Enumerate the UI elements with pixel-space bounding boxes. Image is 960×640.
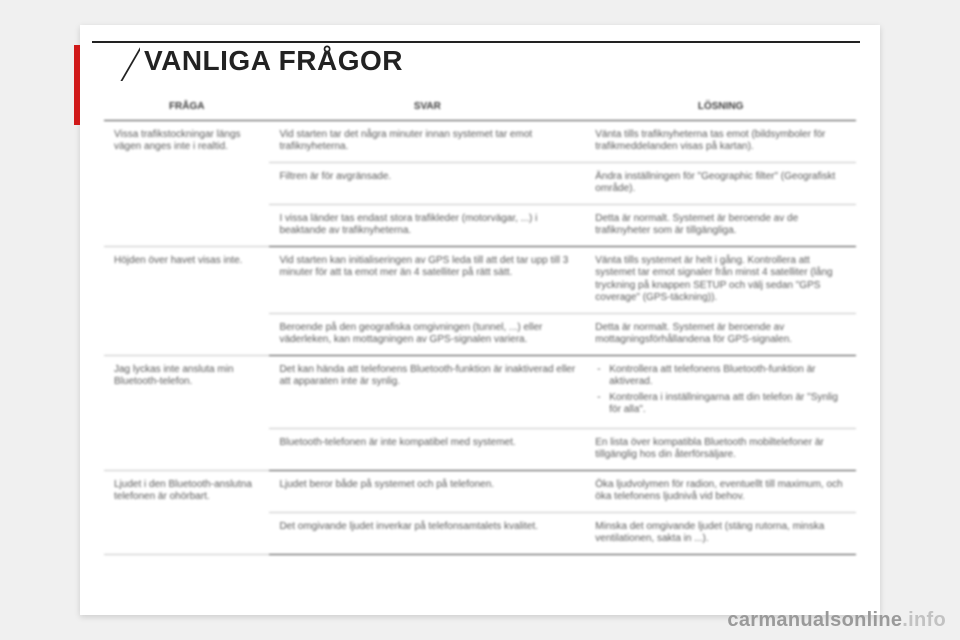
cell-answer: I vissa länder tas endast stora trafikle… (269, 204, 585, 246)
col-question: FRÅGA (104, 95, 269, 120)
cell-answer: Vid starten tar det några minuter innan … (269, 120, 585, 162)
cell-solution: Vänta tills systemet är helt i gång. Kon… (585, 246, 856, 313)
cell-question: Ljudet i den Bluetooth-anslutna telefone… (104, 470, 269, 554)
list-item: Kontrollera att telefonens Bluetooth-fun… (595, 364, 846, 389)
cell-solution: Ändra inställningen för "Geographic filt… (585, 162, 856, 204)
cell-question: Jag lyckas inte ansluta min Bluetooth-te… (104, 355, 269, 470)
faq-content: FRÅGA SVAR LÖSNING Vissa trafikstockning… (80, 87, 880, 555)
table-row: Ljudet i den Bluetooth-anslutna telefone… (104, 470, 856, 512)
watermark: carmanualsonline.info (727, 609, 946, 632)
list-item: Kontrollera i inställningarna att din te… (595, 392, 846, 417)
cell-question: Vissa trafikstockningar längs vägen ange… (104, 120, 269, 246)
cell-solution: Öka ljudvolymen för radion, eventuellt t… (585, 470, 856, 512)
header-rule (92, 41, 860, 43)
cell-answer: Filtren är för avgränsade. (269, 162, 585, 204)
cell-answer: Det omgivande ljudet inverkar på telefon… (269, 512, 585, 554)
table-row: Vissa trafikstockningar längs vägen ange… (104, 120, 856, 162)
cell-answer: Bluetooth-telefonen är inte kompatibel m… (269, 428, 585, 470)
col-answer: SVAR (269, 95, 585, 120)
cell-solution: Minska det omgivande ljudet (stäng rutor… (585, 512, 856, 554)
cell-solution: En lista över kompatibla Bluetooth mobil… (585, 428, 856, 470)
header-diagonal (92, 41, 140, 81)
cell-answer: Vid starten kan initialiseringen av GPS … (269, 246, 585, 313)
watermark-main: carmanualsonline (727, 609, 902, 631)
manual-page: VANLIGA FRÅGOR FRÅGA SVAR LÖSNING Vissa … (80, 25, 880, 615)
page-title: VANLIGA FRÅGOR (140, 45, 413, 77)
watermark-suffix: .info (902, 609, 946, 631)
table-row: Jag lyckas inte ansluta min Bluetooth-te… (104, 355, 856, 428)
solution-list: Kontrollera att telefonens Bluetooth-fun… (595, 364, 846, 417)
cell-answer: Ljudet beror både på systemet och på tel… (269, 470, 585, 512)
cell-solution: Detta är normalt. Systemet är beroende a… (585, 313, 856, 355)
cell-solution: Kontrollera att telefonens Bluetooth-fun… (585, 355, 856, 428)
cell-solution: Vänta tills trafiknyheterna tas emot (bi… (585, 120, 856, 162)
faq-table: FRÅGA SVAR LÖSNING Vissa trafikstockning… (104, 95, 856, 555)
col-solution: LÖSNING (585, 95, 856, 120)
page-header: VANLIGA FRÅGOR (80, 25, 880, 87)
cell-answer: Det kan hända att telefonens Bluetooth-f… (269, 355, 585, 428)
cell-solution: Detta är normalt. Systemet är beroende a… (585, 204, 856, 246)
table-row: Höjden över havet visas inte. Vid starte… (104, 246, 856, 313)
table-header-row: FRÅGA SVAR LÖSNING (104, 95, 856, 120)
cell-question: Höjden över havet visas inte. (104, 246, 269, 355)
cell-answer: Beroende på den geografiska omgivningen … (269, 313, 585, 355)
